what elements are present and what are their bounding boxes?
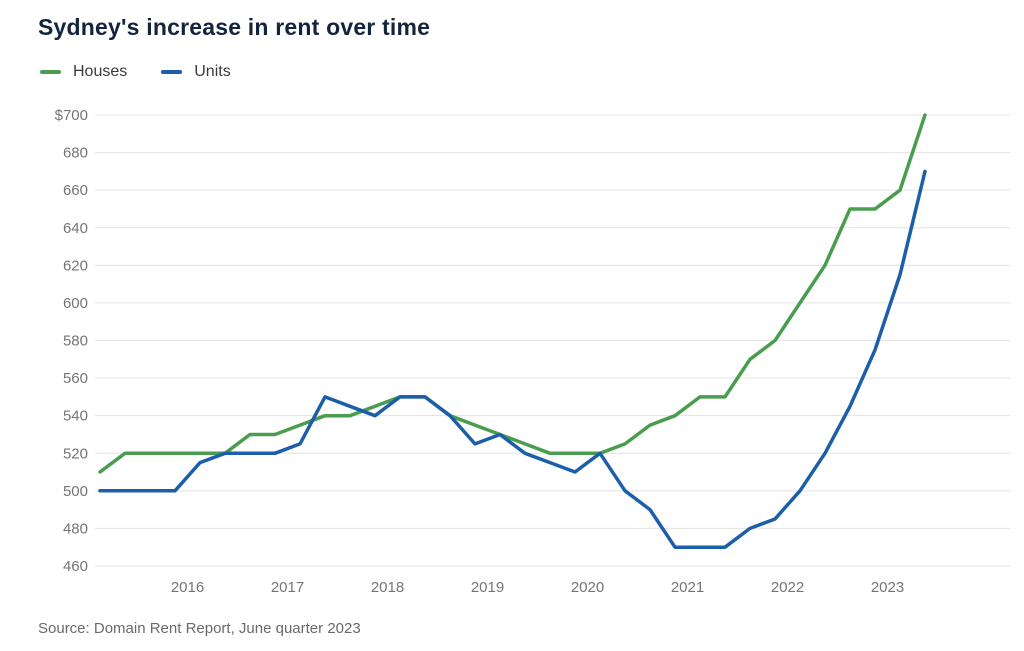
x-axis-labels: 2016 2017 2018 2019 2020 2021 2022 2023 [171,579,904,596]
x-tick-label: 2023 [871,579,904,596]
houses-line-swatch-icon [40,70,61,74]
y-tick-label: 600 [63,295,88,312]
legend-item-units: Units [161,63,231,81]
gridlines [95,114,1010,567]
y-tick-label: 540 [63,408,88,425]
x-tick-label: 2021 [671,579,704,596]
houses-legend-label: Houses [73,63,128,80]
x-tick-label: 2018 [371,579,404,596]
y-tick-label: 520 [63,445,88,462]
chart-legend: Houses Units [40,63,231,81]
y-tick-label: 620 [63,257,88,274]
y-tick-label: 500 [63,483,88,500]
y-tick-label: 640 [63,220,88,237]
y-tick-label: $700 [55,107,88,124]
x-tick-label: 2019 [471,579,504,596]
y-tick-label: 480 [63,520,88,537]
x-tick-label: 2020 [571,579,604,596]
y-axis-labels: $700 680 660 640 620 600 580 560 540 520 500 480 460 [55,107,88,575]
x-tick-label: 2022 [771,579,804,596]
units-line [98,169,927,549]
units-legend-label: Units [194,63,231,80]
x-tick-label: 2016 [171,579,204,596]
houses-line [98,113,927,474]
x-tick-label: 2017 [271,579,304,596]
source-note: Source: Domain Rent Report, June quarter… [38,620,361,637]
y-tick-label: 580 [63,333,88,350]
y-tick-label: 660 [63,182,88,199]
legend-item-houses: Houses [40,63,127,81]
y-tick-label: 460 [63,558,88,575]
y-tick-label: 680 [63,145,88,162]
y-tick-label: 560 [63,370,88,387]
units-line-swatch-icon [161,70,183,74]
chart-title: Sydney's increase in rent over time [38,14,431,40]
